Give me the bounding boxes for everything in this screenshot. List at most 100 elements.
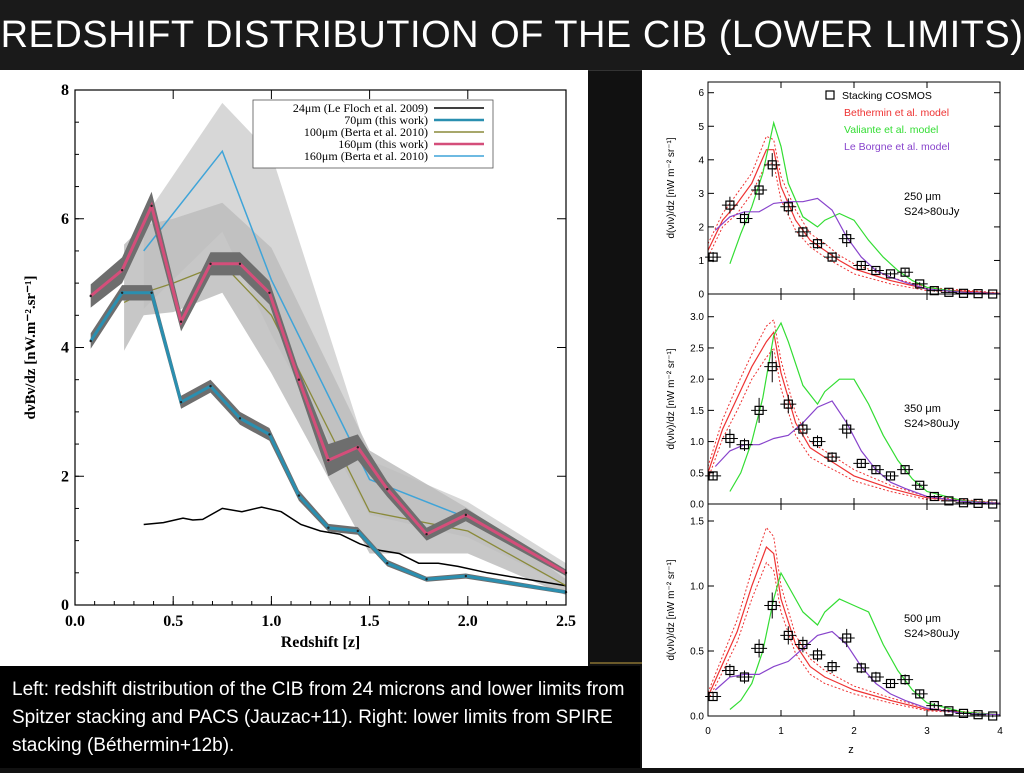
stacking-point: [856, 663, 866, 673]
bethermin-model-curve: [707, 330, 1001, 504]
y-tick-label: 2: [698, 222, 704, 233]
stacking-point: [958, 498, 969, 508]
stacking-point: [944, 496, 954, 506]
stacking-point: [842, 633, 852, 643]
y-tick-label: 2.0: [690, 375, 704, 386]
stacking-point: [827, 252, 837, 262]
stacking-point: [708, 471, 718, 481]
stacking-point: [754, 405, 764, 415]
x-tick-label: 3: [924, 726, 930, 737]
stacking-point: [783, 399, 793, 409]
legend: 24μm (Le Floch et al. 2009)70μm (this wo…: [252, 99, 494, 169]
y-tick-label: 6: [61, 211, 69, 228]
divider-line: [590, 662, 642, 664]
panel-wavelength-label: 350 μm: [904, 403, 941, 415]
stacking-point: [871, 465, 881, 475]
stacking-point: [842, 234, 852, 244]
panel-cut-label: S24>80uJy: [904, 418, 960, 430]
data-point: [268, 433, 271, 436]
stacking-point: [812, 239, 823, 249]
data-point: [356, 446, 360, 449]
stacking-point: [812, 650, 823, 660]
stacking-point: [915, 279, 925, 289]
y-axis-label: d(νIν)/dz [nW m⁻² sr⁻¹]: [666, 559, 677, 660]
stacking-point: [856, 458, 866, 469]
y-tick-label: 8: [61, 82, 69, 99]
stacking-point: [900, 267, 910, 277]
band-160um: [90, 191, 566, 576]
legend-label: 100μm (Berta et al. 2010): [304, 125, 428, 139]
x-tick-label: 2.0: [458, 613, 478, 630]
stacking-point: [783, 202, 793, 212]
data-point: [150, 291, 153, 294]
data-point: [297, 378, 301, 381]
y-axis-label: d(νIν)/dz [nW m⁻² sr⁻¹]: [666, 348, 677, 449]
x-tick-label: 1: [778, 726, 784, 737]
y-tick-label: 3.0: [690, 312, 704, 323]
bethermin-upper-curve: [707, 318, 1001, 504]
data-point: [268, 291, 271, 294]
data-point: [89, 339, 92, 343]
leborgne-model-curve: [714, 197, 1001, 295]
data-point: [179, 401, 183, 404]
data-point: [150, 204, 153, 208]
y-tick-label: 5: [698, 122, 704, 133]
y-tick-label: 1.0: [690, 582, 704, 593]
data-point: [238, 417, 242, 420]
data-point: [464, 574, 468, 578]
x-tick-label: 4: [997, 726, 1003, 737]
legend-marker: [825, 90, 835, 100]
data-point: [386, 487, 389, 491]
legend-label: 70μm (this work): [344, 113, 428, 127]
legend-label: 160μm (Berta et al. 2010): [304, 149, 428, 163]
y-tick-label: 6: [698, 88, 704, 99]
y-tick-label: 2.5: [690, 343, 704, 354]
y-tick-label: 0: [698, 290, 704, 301]
series-line-24um: [143, 506, 567, 587]
valiante-model-curve: [729, 321, 1001, 504]
y-tick-label: 0.5: [690, 647, 704, 658]
y-tick-label: 3: [698, 189, 704, 200]
legend-label: Valiante et al. model: [844, 124, 938, 136]
right-chart-panel: 0 1 2 3 4 5 6 d(νIν)/dz [nW m⁻² sr⁻¹] 250 μm S24>…: [642, 70, 1024, 768]
stacking-point: [725, 433, 735, 444]
y-tick-label: 0: [61, 597, 69, 614]
left-chart-panel: 0.0 0.5 1.0 1.5 2.0 2.5 0 2 4 6 8 Redshift [z] dνBν/…: [0, 70, 588, 666]
x-axis-label: z: [848, 744, 854, 756]
series-line-70um: [89, 291, 567, 594]
y-axis-label: d(νIν)/dz [nW m⁻² sr⁻¹]: [666, 137, 677, 238]
data-point: [327, 458, 330, 462]
stacking-point: [767, 160, 777, 170]
stacking-point: [827, 661, 837, 672]
stacking-point: [944, 287, 954, 297]
y-tick-label: 4: [698, 155, 704, 166]
stacking-point: [973, 498, 983, 508]
y-tick-label: 1: [698, 256, 704, 267]
stacking-point: [929, 700, 939, 711]
stacking-point: [929, 286, 939, 296]
stacking-point: [885, 678, 896, 689]
stacking-point: [915, 480, 925, 490]
y-tick-label: 1.5: [690, 406, 704, 417]
stacking-point: [958, 708, 969, 719]
stacking-point: [856, 260, 866, 271]
y-tick-label: 2: [61, 468, 69, 485]
leborgne-model-curve: [714, 400, 1001, 504]
y-tick-label: 0.0: [690, 500, 704, 511]
legend-label: Bethermin et al. model: [844, 107, 949, 119]
legend-label: Le Borgne et al. model: [844, 141, 950, 153]
stacking-point: [842, 424, 852, 434]
bethermin-upper-curve: [707, 135, 1001, 294]
stacking-point: [900, 674, 910, 685]
valiante-model-curve: [729, 120, 1001, 295]
legend-label: 160μm (this work): [338, 137, 428, 151]
x-axis-label: Redshift [z]: [281, 634, 361, 651]
stacking-point: [798, 227, 808, 237]
data-point: [327, 526, 330, 529]
stacking-point: [725, 200, 735, 210]
data-point: [209, 262, 212, 266]
data-point: [120, 291, 124, 294]
data-point: [297, 494, 301, 497]
series-line-160um: [89, 201, 567, 575]
stacking-point: [827, 452, 837, 462]
